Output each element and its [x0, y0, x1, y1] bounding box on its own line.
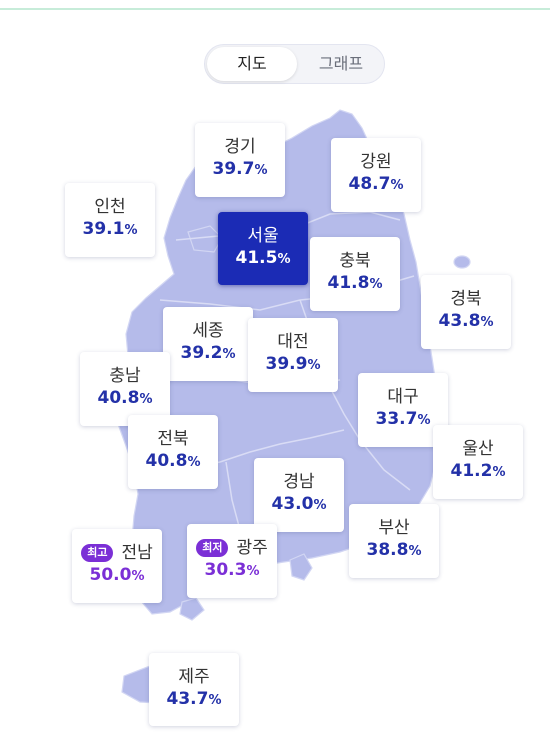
region-card-daejeon[interactable]: 대전 39.9%	[248, 318, 338, 392]
region-card-chungnam[interactable]: 충남 40.8%	[80, 352, 170, 426]
tab-map[interactable]: 지도	[207, 47, 297, 81]
region-card-busan[interactable]: 부산 38.8%	[349, 504, 439, 578]
region-name: 경북	[450, 289, 482, 309]
geoje-island	[289, 553, 313, 581]
south-island	[179, 597, 205, 621]
region-card-jeonbuk[interactable]: 전북 40.8%	[128, 415, 218, 489]
region-value: 50.0%	[89, 565, 145, 585]
region-name: 전북	[157, 429, 189, 449]
east-islet	[453, 255, 471, 269]
region-name: 충북	[339, 251, 371, 271]
region-card-gwangju[interactable]: 최저 광주 30.3%	[187, 524, 277, 598]
highest-badge: 최고	[81, 544, 114, 562]
view-toggle: 지도 그래프	[204, 44, 385, 84]
region-value: 39.2%	[180, 343, 236, 363]
region-name: 제주	[178, 667, 210, 687]
region-name: 전남	[121, 543, 153, 563]
region-value: 43.0%	[271, 494, 327, 514]
region-name: 광주	[236, 538, 268, 558]
region-name: 인천	[94, 197, 126, 217]
region-name: 경남	[283, 472, 315, 492]
region-value: 48.7%	[348, 174, 404, 194]
region-card-gyeonggi[interactable]: 경기 39.7%	[195, 123, 285, 197]
region-name: 서울	[247, 226, 279, 246]
region-value: 41.8%	[327, 273, 383, 293]
region-value: 39.9%	[265, 354, 321, 374]
region-value: 41.5%	[235, 248, 291, 268]
region-card-incheon[interactable]: 인천 39.1%	[65, 183, 155, 257]
region-name: 충남	[109, 366, 141, 386]
region-value: 30.3%	[204, 560, 260, 580]
region-value: 38.8%	[366, 540, 422, 560]
region-value: 33.7%	[375, 409, 431, 429]
region-name: 부산	[378, 518, 410, 538]
region-name: 경기	[224, 137, 256, 157]
region-value: 39.7%	[212, 159, 268, 179]
region-value: 43.8%	[438, 311, 494, 331]
region-name: 대전	[277, 332, 309, 352]
region-value: 40.8%	[97, 388, 153, 408]
region-card-gangwon[interactable]: 강원 48.7%	[331, 138, 421, 212]
region-card-sejong[interactable]: 세종 39.2%	[163, 307, 253, 381]
region-name: 대구	[387, 387, 419, 407]
region-card-jeonnam[interactable]: 최고 전남 50.0%	[72, 529, 162, 603]
region-card-ulsan[interactable]: 울산 41.2%	[433, 425, 523, 499]
lowest-badge: 최저	[196, 539, 229, 557]
region-name: 강원	[360, 152, 392, 172]
region-value: 43.7%	[166, 689, 222, 709]
region-card-gyeongbuk[interactable]: 경북 43.8%	[421, 275, 511, 349]
region-card-chungbuk[interactable]: 충북 41.8%	[310, 237, 400, 311]
top-divider	[0, 8, 550, 10]
region-value: 40.8%	[145, 451, 201, 471]
region-name: 세종	[192, 321, 224, 341]
region-card-seoul[interactable]: 서울 41.5%	[218, 212, 308, 285]
region-value: 41.2%	[450, 461, 506, 481]
region-name: 울산	[462, 439, 494, 459]
region-value: 39.1%	[82, 219, 138, 239]
region-card-jeju[interactable]: 제주 43.7%	[149, 653, 239, 726]
region-card-gyeongnam[interactable]: 경남 43.0%	[254, 458, 344, 532]
tab-graph[interactable]: 그래프	[318, 54, 364, 73]
